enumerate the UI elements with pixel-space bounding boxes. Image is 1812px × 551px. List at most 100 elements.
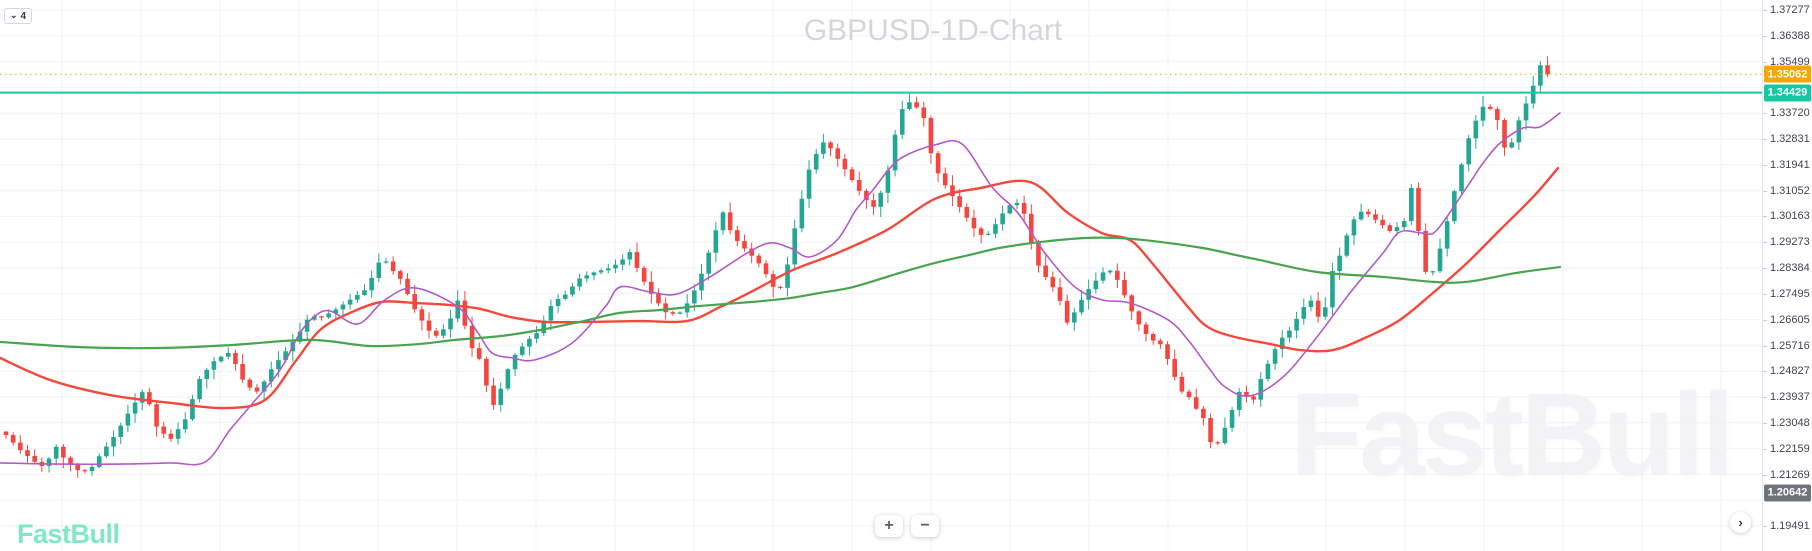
candle-body <box>218 356 224 362</box>
candle-body <box>1007 205 1013 214</box>
candle-body <box>899 109 905 135</box>
candle-body <box>1272 349 1278 364</box>
candle-body <box>985 233 991 235</box>
candle-body <box>1315 300 1321 317</box>
candle-body <box>139 392 145 403</box>
candle-body <box>18 442 23 451</box>
candle-body <box>548 306 554 321</box>
candle-body <box>605 268 611 271</box>
candle-body <box>849 169 855 181</box>
candle-body <box>297 331 303 342</box>
price-tick-mark <box>1763 268 1767 270</box>
candle-body <box>383 261 389 263</box>
price-tick-mark <box>1763 139 1767 141</box>
candle-body <box>505 369 511 389</box>
price-tick-mark <box>1763 397 1767 399</box>
candle-body <box>426 320 432 331</box>
ma-fast-red <box>0 166 1560 410</box>
candle-body <box>1358 211 1364 220</box>
candle-body <box>211 361 217 370</box>
candle-body <box>132 402 138 414</box>
candle-body <box>362 290 367 296</box>
candle-body <box>584 275 590 279</box>
candle-body <box>1193 397 1199 409</box>
candle-body <box>1143 324 1149 334</box>
candle-body <box>634 252 640 268</box>
ma-slow-green <box>0 236 1562 350</box>
candle-body <box>1029 213 1034 243</box>
price-tick-label: 1.21269 <box>1770 468 1810 481</box>
indicator-level-badge: 1.34429 <box>1764 84 1811 102</box>
candle-body <box>1459 164 1464 192</box>
price-tick-label: 1.27495 <box>1770 287 1810 300</box>
zoom-in-button[interactable]: + <box>875 515 903 537</box>
candle-body <box>950 185 955 197</box>
candle-body <box>75 464 80 471</box>
candle-body <box>1351 219 1357 236</box>
candle-body <box>1437 248 1443 272</box>
plus-icon: + <box>884 517 894 534</box>
candle-body <box>1093 280 1099 290</box>
candle-body <box>1523 103 1529 121</box>
candle-body <box>971 217 977 229</box>
price-tick-mark <box>1763 448 1767 450</box>
range-low-badge: 1.20642 <box>1764 484 1811 502</box>
price-tick-label: 1.22159 <box>1770 442 1810 455</box>
candle-body <box>1043 265 1048 278</box>
candle-body <box>627 252 633 260</box>
candle-body <box>1186 391 1192 398</box>
candle-body <box>147 392 152 405</box>
candle-body <box>476 348 482 359</box>
price-tick-label: 1.23048 <box>1770 416 1810 429</box>
price-tick-mark <box>1763 526 1767 528</box>
price-tick-label: 1.23937 <box>1770 391 1810 404</box>
price-tick-mark <box>1763 422 1767 424</box>
candle-body <box>1158 340 1163 345</box>
candle-body <box>419 309 425 321</box>
candle-body <box>978 228 984 235</box>
candle-body <box>1308 300 1314 308</box>
candle-body <box>491 385 496 405</box>
candle-body <box>821 142 826 154</box>
candle-body <box>792 228 797 265</box>
price-tick-mark <box>1763 35 1767 37</box>
candle-body <box>1014 202 1020 206</box>
candle-body <box>720 212 726 231</box>
price-tick-label: 1.26605 <box>1770 313 1810 326</box>
candle-body <box>878 192 884 207</box>
candle-body <box>1072 312 1077 323</box>
minus-icon: − <box>920 517 930 534</box>
price-tick-label: 1.24827 <box>1770 365 1810 378</box>
scroll-right-button[interactable]: › <box>1730 512 1751 533</box>
candle-body <box>347 299 353 305</box>
candlestick-chart[interactable] <box>0 0 1762 551</box>
candle-body <box>1294 318 1299 331</box>
zoom-out-button[interactable]: − <box>911 515 939 537</box>
candle-body <box>935 153 941 174</box>
candle-body <box>254 387 260 392</box>
candle-body <box>1287 330 1292 338</box>
candle-body <box>319 316 324 318</box>
price-tick-label: 1.35499 <box>1770 55 1810 68</box>
price-tick-mark <box>1763 190 1767 192</box>
price-tick-mark <box>1763 345 1767 347</box>
candle-body <box>433 330 439 336</box>
candle-body <box>398 271 403 279</box>
candle-body <box>32 455 37 462</box>
candle-body <box>340 304 346 310</box>
candle-body <box>168 433 174 439</box>
candle-body <box>813 153 819 170</box>
candle-body <box>469 325 475 349</box>
candle-body <box>1000 213 1005 225</box>
candle-body <box>842 158 848 170</box>
candle-body <box>598 270 604 273</box>
candle-body <box>326 313 331 318</box>
candle-body <box>1394 227 1400 232</box>
candle-body <box>1330 271 1335 308</box>
indicators-toggle-button[interactable]: ⌄ 4 <box>4 8 33 24</box>
candle-body <box>534 333 539 339</box>
candle-body <box>1258 379 1264 400</box>
price-tick-label: 1.36388 <box>1770 29 1810 42</box>
price-axis[interactable]: 1.37277 1.36388 1.35499 1.33720 1.32831 1.319… <box>1762 0 1812 551</box>
candle-body <box>727 212 733 231</box>
